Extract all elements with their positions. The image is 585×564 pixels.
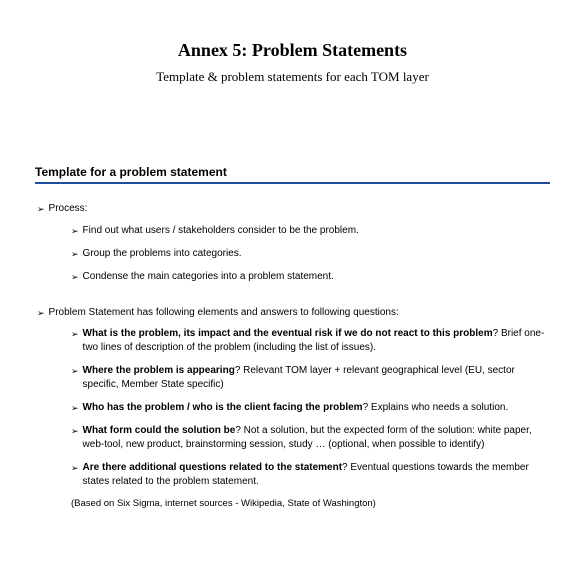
list-item: ➢ Who has the problem / who is the clien… — [71, 401, 550, 415]
chevron-right-icon: ➢ — [71, 328, 79, 356]
list-item: ➢ Where the problem is appearing? Releva… — [71, 364, 550, 392]
list-item-text: Group the problems into categories. — [83, 247, 550, 261]
elements-sublist: ➢ What is the problem, its impact and th… — [71, 327, 550, 489]
list-item: ➢ Find out what users / stakeholders con… — [71, 224, 550, 238]
elements-block: ➢ Problem Statement has following elemen… — [37, 306, 550, 510]
chevron-right-icon: ➢ — [71, 271, 79, 285]
list-item-text: Who has the problem / who is the client … — [83, 401, 550, 415]
chevron-right-icon: ➢ — [71, 425, 79, 453]
list-item-text: Condense the main categories into a prob… — [83, 270, 550, 284]
chevron-right-icon: ➢ — [71, 225, 79, 239]
list-item: ➢ What is the problem, its impact and th… — [71, 327, 550, 355]
list-item-text: What form could the solution be? Not a s… — [83, 424, 550, 452]
list-item: ➢ What form could the solution be? Not a… — [71, 424, 550, 452]
list-item: ➢ Group the problems into categories. — [71, 247, 550, 261]
footnote: (Based on Six Sigma, internet sources - … — [71, 498, 550, 509]
chevron-right-icon: ➢ — [71, 365, 79, 393]
chevron-right-icon: ➢ — [71, 462, 79, 490]
document-subtitle: Template & problem statements for each T… — [35, 69, 550, 85]
chevron-right-icon: ➢ — [71, 402, 79, 416]
list-item-text: Find out what users / stakeholders consi… — [83, 224, 550, 238]
elements-label: Problem Statement has following elements… — [49, 306, 550, 320]
chevron-right-icon: ➢ — [71, 248, 79, 262]
list-item-text: Are there additional questions related t… — [83, 461, 550, 489]
list-item: ➢ Process: — [37, 202, 550, 216]
list-item: ➢ Problem Statement has following elemen… — [37, 306, 550, 320]
chevron-right-icon: ➢ — [37, 203, 45, 217]
list-item-text: What is the problem, its impact and the … — [83, 327, 550, 355]
list-item-text: Where the problem is appearing? Relevant… — [83, 364, 550, 392]
process-label: Process: — [49, 202, 550, 216]
section-heading: Template for a problem statement — [35, 165, 550, 184]
process-sublist: ➢ Find out what users / stakeholders con… — [71, 224, 550, 284]
list-item: ➢ Are there additional questions related… — [71, 461, 550, 489]
chevron-right-icon: ➢ — [37, 307, 45, 321]
document-title: Annex 5: Problem Statements — [35, 40, 550, 61]
process-block: ➢ Process: ➢ Find out what users / stake… — [37, 202, 550, 284]
list-item: ➢ Condense the main categories into a pr… — [71, 270, 550, 284]
